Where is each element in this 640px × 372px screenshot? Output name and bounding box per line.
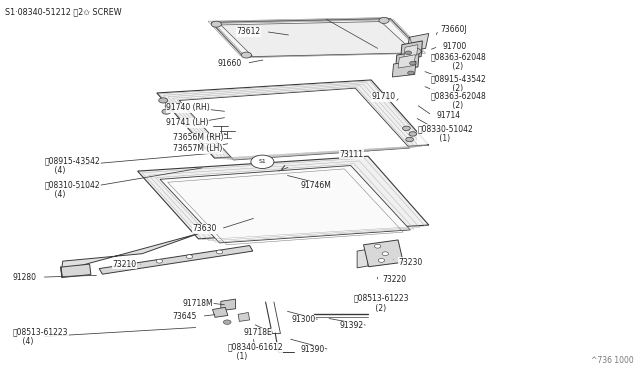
Circle shape (378, 259, 385, 262)
Text: 73230: 73230 (398, 258, 422, 267)
Text: 91710: 91710 (371, 92, 396, 101)
Polygon shape (392, 61, 416, 77)
Text: 73660J: 73660J (440, 25, 467, 34)
Circle shape (156, 259, 163, 263)
Text: Ⓢ08513-61223
    (4): Ⓢ08513-61223 (4) (13, 327, 68, 346)
Circle shape (211, 21, 221, 27)
Polygon shape (160, 166, 410, 243)
Polygon shape (99, 246, 253, 274)
Polygon shape (401, 41, 422, 60)
Text: 91718M: 91718M (182, 299, 213, 308)
Polygon shape (238, 312, 250, 321)
Circle shape (405, 51, 412, 55)
Polygon shape (179, 88, 410, 160)
Circle shape (186, 255, 193, 259)
Circle shape (216, 250, 223, 254)
Text: 91718E: 91718E (243, 328, 272, 337)
Circle shape (382, 252, 388, 256)
Circle shape (165, 103, 174, 109)
Circle shape (379, 17, 389, 23)
Text: 73657M (LH): 73657M (LH) (173, 144, 222, 153)
Text: Ⓢ08310-51042
    (4): Ⓢ08310-51042 (4) (45, 180, 100, 199)
Text: 91740 (RH): 91740 (RH) (166, 103, 210, 112)
Text: 91300: 91300 (291, 315, 316, 324)
Circle shape (374, 244, 381, 248)
Polygon shape (221, 299, 236, 311)
Text: Ⓢ08363-62048
         (2): Ⓢ08363-62048 (2) (431, 91, 486, 110)
Text: 73210: 73210 (112, 260, 136, 269)
Circle shape (241, 52, 252, 58)
Polygon shape (212, 307, 228, 317)
Polygon shape (404, 45, 418, 57)
Text: Ⓢ08363-62048
         (2): Ⓢ08363-62048 (2) (431, 52, 486, 71)
Text: 91700: 91700 (443, 42, 467, 51)
Text: 73630: 73630 (192, 224, 216, 233)
Circle shape (410, 61, 416, 65)
Circle shape (411, 48, 421, 54)
Polygon shape (364, 240, 403, 267)
Polygon shape (396, 51, 419, 70)
Text: 91741 (LH): 91741 (LH) (166, 118, 209, 127)
Text: 91660: 91660 (218, 59, 242, 68)
Circle shape (162, 109, 171, 114)
Text: Ⓦ08915-43542
    (4): Ⓦ08915-43542 (4) (45, 156, 100, 175)
Text: 73645: 73645 (173, 312, 197, 321)
Polygon shape (61, 234, 198, 271)
Polygon shape (211, 19, 422, 57)
Text: S1: S1 (259, 159, 266, 164)
Polygon shape (138, 156, 429, 239)
Text: 91392: 91392 (339, 321, 364, 330)
Text: Ⓢ08330-51042
         (1): Ⓢ08330-51042 (1) (418, 125, 474, 143)
Text: 73111: 73111 (339, 150, 364, 159)
Circle shape (403, 126, 410, 131)
Polygon shape (406, 33, 429, 51)
Text: ^736 1000: ^736 1000 (591, 356, 634, 365)
Text: 73656M (RH): 73656M (RH) (173, 133, 223, 142)
Text: 91280: 91280 (13, 273, 36, 282)
Text: Ⓢ08513-61223
         (2): Ⓢ08513-61223 (2) (354, 294, 410, 312)
Circle shape (159, 98, 168, 103)
Text: 91714: 91714 (436, 111, 461, 120)
Text: Ⓢ08340-61612
    (1): Ⓢ08340-61612 (1) (227, 342, 283, 361)
Circle shape (408, 71, 414, 75)
Polygon shape (61, 264, 91, 278)
Text: 91746M: 91746M (301, 182, 332, 190)
Text: 73612: 73612 (237, 27, 261, 36)
Text: 91390: 91390 (301, 345, 325, 354)
Circle shape (409, 132, 417, 136)
Polygon shape (398, 55, 415, 68)
Polygon shape (221, 22, 415, 57)
Circle shape (251, 155, 274, 169)
Polygon shape (157, 80, 429, 158)
Text: 73220: 73220 (382, 275, 406, 283)
Text: S1·08340-51212 ✨2✩ SCREW: S1·08340-51212 ✨2✩ SCREW (5, 7, 122, 16)
Circle shape (223, 320, 231, 324)
Text: Ⓦ08915-43542
         (2): Ⓦ08915-43542 (2) (431, 74, 486, 93)
Circle shape (126, 264, 132, 268)
Polygon shape (357, 249, 368, 268)
Circle shape (406, 137, 413, 142)
